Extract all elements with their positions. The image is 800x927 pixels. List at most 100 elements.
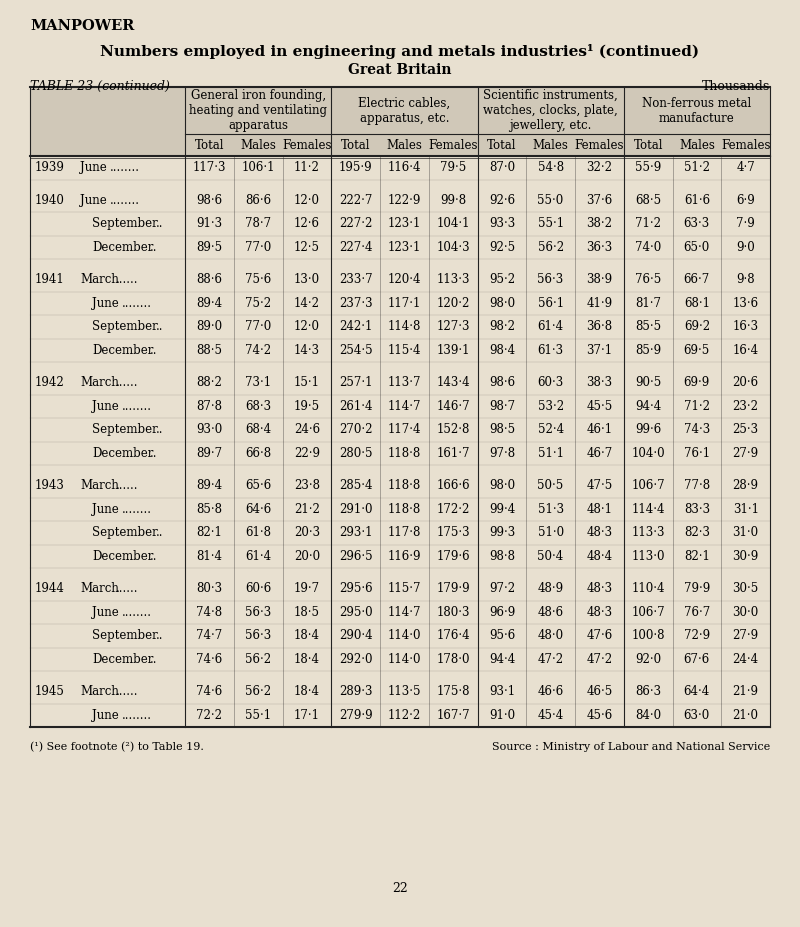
Text: 87·8: 87·8 — [196, 400, 222, 413]
Text: 77·0: 77·0 — [245, 241, 271, 254]
Text: September: September — [92, 629, 158, 642]
Text: 175·3: 175·3 — [436, 527, 470, 540]
Text: 178·0: 178·0 — [436, 653, 470, 666]
Text: 118·8: 118·8 — [388, 447, 421, 460]
Text: 91·3: 91·3 — [196, 217, 222, 230]
Text: 12·0: 12·0 — [294, 320, 320, 333]
Text: 89·4: 89·4 — [196, 479, 222, 492]
Text: 28·9: 28·9 — [733, 479, 758, 492]
Text: 113·0: 113·0 — [631, 550, 665, 563]
Text: 51·2: 51·2 — [684, 161, 710, 174]
Text: 18·4: 18·4 — [294, 629, 320, 642]
Text: 64·6: 64·6 — [245, 502, 271, 515]
Text: 19·5: 19·5 — [294, 400, 320, 413]
Text: (¹) See footnote (²) to Table 19.: (¹) See footnote (²) to Table 19. — [30, 742, 204, 753]
Text: 77·0: 77·0 — [245, 320, 271, 333]
Text: 104·3: 104·3 — [436, 241, 470, 254]
Text: 95·6: 95·6 — [489, 629, 515, 642]
Text: 47·6: 47·6 — [586, 629, 613, 642]
Text: 242·1: 242·1 — [339, 320, 372, 333]
Text: 83·3: 83·3 — [684, 502, 710, 515]
Text: June: June — [80, 194, 106, 207]
Text: 76·1: 76·1 — [684, 447, 710, 460]
Text: 279·9: 279·9 — [339, 709, 373, 722]
Text: 69·2: 69·2 — [684, 320, 710, 333]
Text: 4·7: 4·7 — [736, 161, 755, 174]
Text: 292·0: 292·0 — [339, 653, 372, 666]
Text: 85·5: 85·5 — [635, 320, 661, 333]
Text: ..: .. — [156, 217, 163, 230]
Text: 257·1: 257·1 — [339, 376, 372, 389]
Text: 106·7: 106·7 — [631, 605, 665, 618]
Text: 61·6: 61·6 — [684, 194, 710, 207]
Text: 280·5: 280·5 — [339, 447, 372, 460]
Text: 66·7: 66·7 — [684, 273, 710, 286]
Text: 86·6: 86·6 — [245, 194, 271, 207]
Text: 63·3: 63·3 — [684, 217, 710, 230]
Text: 106·7: 106·7 — [631, 479, 665, 492]
Text: 98·7: 98·7 — [489, 400, 515, 413]
Text: 30·0: 30·0 — [733, 605, 758, 618]
Text: 270·2: 270·2 — [339, 424, 372, 437]
Text: June: June — [92, 400, 118, 413]
Text: 104·0: 104·0 — [631, 447, 665, 460]
Text: 56·2: 56·2 — [245, 653, 271, 666]
Text: ..: .. — [150, 653, 158, 666]
Text: 179·9: 179·9 — [436, 582, 470, 595]
Text: 20·0: 20·0 — [294, 550, 320, 563]
Text: 120·4: 120·4 — [388, 273, 421, 286]
Text: 37·1: 37·1 — [586, 344, 613, 357]
Text: 71·2: 71·2 — [684, 400, 710, 413]
Text: 233·7: 233·7 — [339, 273, 373, 286]
Text: 24·4: 24·4 — [733, 653, 758, 666]
Text: 94·4: 94·4 — [635, 400, 662, 413]
Text: ........: ........ — [122, 709, 152, 722]
Text: 47·2: 47·2 — [586, 653, 613, 666]
Text: 14·3: 14·3 — [294, 344, 320, 357]
Text: 293·1: 293·1 — [339, 527, 372, 540]
Text: 120·2: 120·2 — [437, 297, 470, 310]
Text: 1942: 1942 — [35, 376, 65, 389]
Text: 72·9: 72·9 — [684, 629, 710, 642]
Text: 117·1: 117·1 — [388, 297, 421, 310]
Text: 227·4: 227·4 — [339, 241, 372, 254]
Text: Females: Females — [574, 138, 624, 151]
Text: 45·4: 45·4 — [538, 709, 564, 722]
Text: 96·9: 96·9 — [489, 605, 515, 618]
Text: ..: .. — [150, 447, 158, 460]
Text: 51·1: 51·1 — [538, 447, 564, 460]
Text: 175·8: 175·8 — [436, 685, 470, 698]
Text: 38·2: 38·2 — [586, 217, 612, 230]
Text: Males: Males — [240, 138, 276, 151]
Text: 55·0: 55·0 — [538, 194, 564, 207]
Text: Total: Total — [634, 138, 663, 151]
Text: ........: ........ — [110, 194, 140, 207]
Text: 139·1: 139·1 — [436, 344, 470, 357]
Text: ........: ........ — [122, 400, 152, 413]
Text: 88·6: 88·6 — [196, 273, 222, 286]
Text: 98·6: 98·6 — [196, 194, 222, 207]
Text: 46·7: 46·7 — [586, 447, 613, 460]
Text: September: September — [92, 527, 158, 540]
Text: 104·1: 104·1 — [436, 217, 470, 230]
Text: 93·0: 93·0 — [196, 424, 222, 437]
Text: 92·5: 92·5 — [489, 241, 515, 254]
Text: 48·1: 48·1 — [586, 502, 612, 515]
Text: 114·8: 114·8 — [388, 320, 421, 333]
Text: 55·9: 55·9 — [635, 161, 662, 174]
Text: March: March — [80, 376, 119, 389]
Text: 176·4: 176·4 — [436, 629, 470, 642]
Text: March: March — [80, 685, 119, 698]
Text: 143·4: 143·4 — [436, 376, 470, 389]
Text: 48·3: 48·3 — [586, 527, 613, 540]
Text: ........: ........ — [110, 161, 140, 174]
Text: 82·1: 82·1 — [197, 527, 222, 540]
Text: 79·9: 79·9 — [684, 582, 710, 595]
Text: December: December — [92, 241, 154, 254]
Text: 68·4: 68·4 — [245, 424, 271, 437]
Text: 61·4: 61·4 — [538, 320, 564, 333]
Text: 114·4: 114·4 — [631, 502, 665, 515]
Text: 291·0: 291·0 — [339, 502, 372, 515]
Text: 45·5: 45·5 — [586, 400, 613, 413]
Text: December: December — [92, 344, 154, 357]
